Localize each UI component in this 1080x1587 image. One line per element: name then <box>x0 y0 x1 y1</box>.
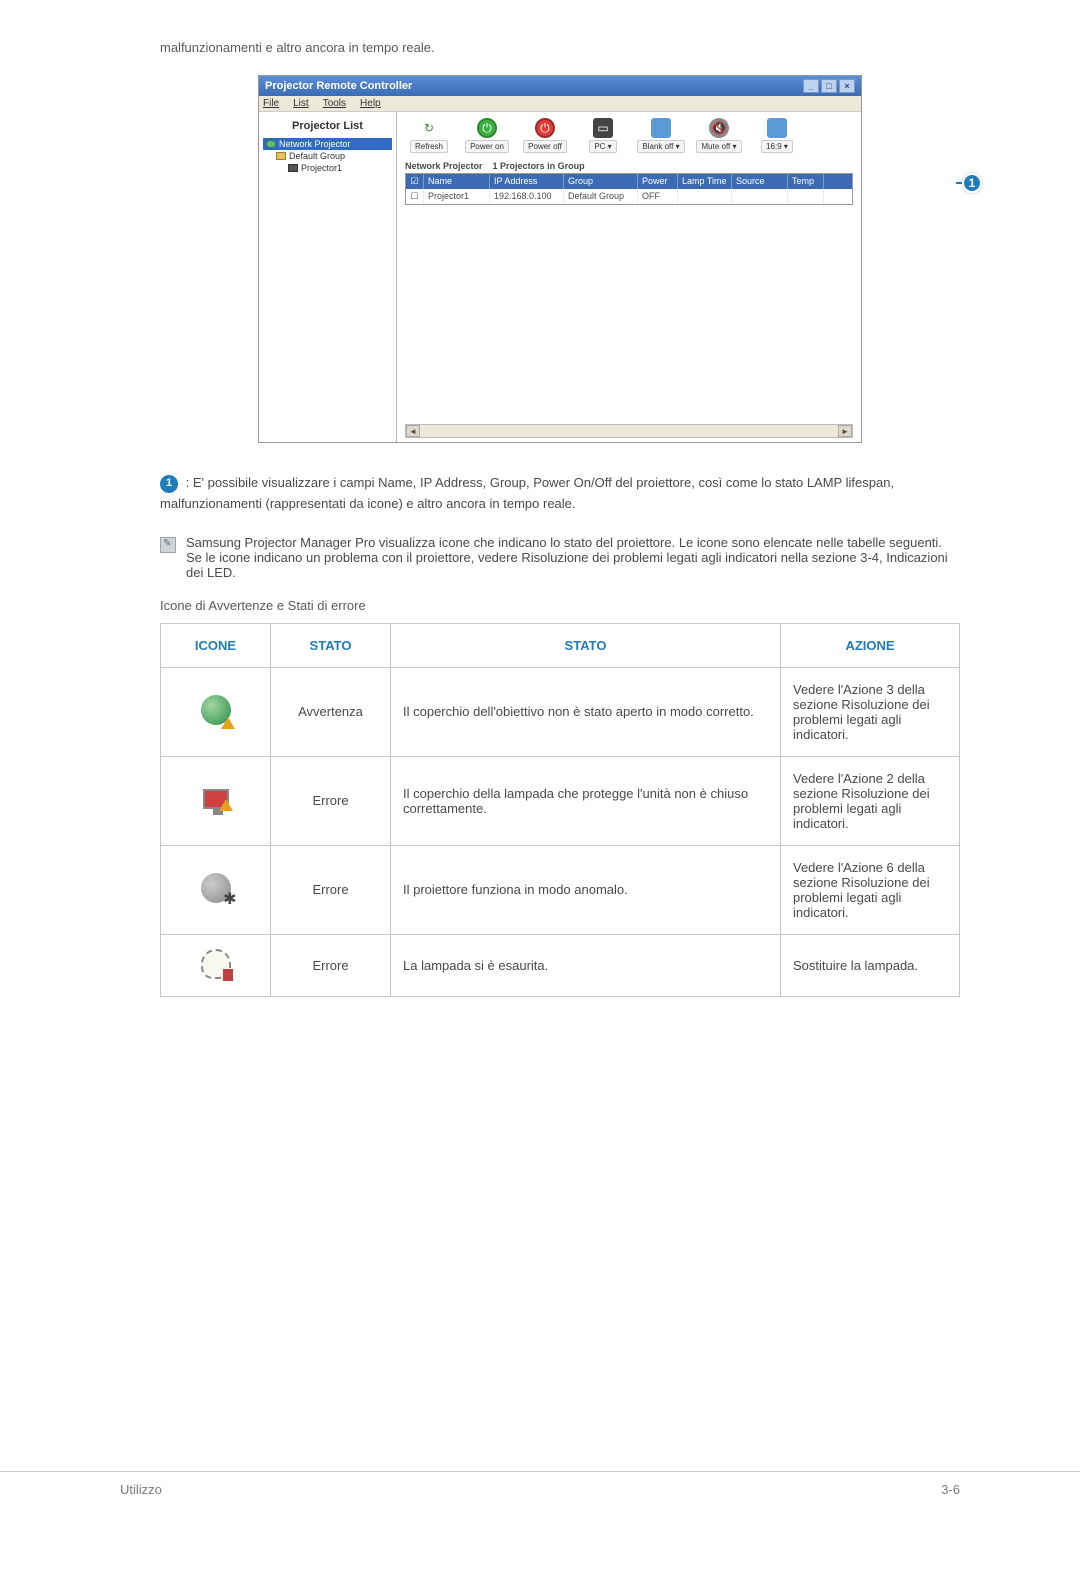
table-header: ☑ Name IP Address Group Power Lamp Time … <box>406 174 852 189</box>
callout-description: 1 : E' possibile visualizzare i campi Na… <box>160 473 960 515</box>
action-cell: Vedere l'Azione 6 della sezione Risoluzi… <box>781 845 960 934</box>
error-gear-icon <box>201 873 231 903</box>
window-controls: _ □ × <box>803 79 855 93</box>
action-cell: Sostituire la lampada. <box>781 934 960 996</box>
header-temp: Temp <box>788 174 824 189</box>
folder-icon <box>276 152 286 160</box>
row-ip: 192.168.0.100 <box>490 189 564 204</box>
pc-icon: ▭ <box>593 118 613 138</box>
warning-globe-icon <box>201 695 231 725</box>
app-window: Projector Remote Controller _ □ × File L… <box>258 75 862 443</box>
table-row: Errore Il coperchio della lampada che pr… <box>161 756 960 845</box>
stato-cell: Errore <box>271 756 391 845</box>
header-power: Power <box>638 174 678 189</box>
table-caption: Network Projector 1 Projectors in Group <box>405 159 853 173</box>
desc-cell: La lampada si è esaurita. <box>391 934 781 996</box>
blank-button[interactable]: Blank off ▾ <box>637 118 685 153</box>
table-row[interactable]: ☐ Projector1 192.168.0.100 Default Group… <box>406 189 852 204</box>
inline-badge-1: 1 <box>160 475 178 493</box>
action-cell: Vedere l'Azione 3 della sezione Risoluzi… <box>781 667 960 756</box>
titlebar: Projector Remote Controller _ □ × <box>259 76 861 96</box>
network-icon <box>266 140 276 148</box>
header-lamp: Lamp Time <box>678 174 732 189</box>
toolbar: ↻Refresh ⏻Power on ⏻Power off ▭PC ▾ Blan… <box>405 118 853 153</box>
th-stato2: STATO <box>391 623 781 667</box>
tree-root[interactable]: Network Projector <box>263 138 392 150</box>
table-row: Errore La lampada si è esaurita. Sostitu… <box>161 934 960 996</box>
error-bulb-icon <box>201 949 231 979</box>
header-source: Source <box>732 174 788 189</box>
refresh-button[interactable]: ↻Refresh <box>405 118 453 153</box>
table-title: Icone di Avvertenze e Stati di errore <box>160 598 960 613</box>
mute-icon: 🔇 <box>709 118 729 138</box>
horizontal-scrollbar[interactable]: ◄ ► <box>405 424 853 438</box>
sidebar-title: Projector List <box>263 116 392 138</box>
row-lamp <box>678 189 732 204</box>
pc-button[interactable]: ▭PC ▾ <box>579 118 627 153</box>
row-group: Default Group <box>564 189 638 204</box>
sidebar: Projector List Network Projector Default… <box>259 112 397 442</box>
action-cell: Vedere l'Azione 2 della sezione Risoluzi… <box>781 756 960 845</box>
callout-badge-1: 1 <box>962 173 982 193</box>
row-temp <box>788 189 824 204</box>
intro-text: malfunzionamenti e altro ancora in tempo… <box>160 40 960 55</box>
menu-tools[interactable]: Tools <box>323 98 346 109</box>
screenshot: Projector Remote Controller _ □ × File L… <box>160 75 960 443</box>
status-table: ICONE STATO STATO AZIONE Avvertenza Il c… <box>160 623 960 997</box>
footer-right: 3-6 <box>941 1482 960 1497</box>
stato-cell: Errore <box>271 934 391 996</box>
desc-cell: Il coperchio dell'obiettivo non è stato … <box>391 667 781 756</box>
blank-icon <box>651 118 671 138</box>
maximize-button[interactable]: □ <box>821 79 837 93</box>
stato-cell: Avvertenza <box>271 667 391 756</box>
note-icon <box>160 537 176 553</box>
refresh-icon: ↻ <box>419 118 439 138</box>
scroll-right-icon[interactable]: ► <box>838 425 852 437</box>
menu-file[interactable]: File <box>263 98 279 109</box>
table-row: Avvertenza Il coperchio dell'obiettivo n… <box>161 667 960 756</box>
ratio-button[interactable]: 16:9 ▾ <box>753 118 801 153</box>
header-group: Group <box>564 174 638 189</box>
minimize-button[interactable]: _ <box>803 79 819 93</box>
menu-help[interactable]: Help <box>360 98 381 109</box>
row-name: Projector1 <box>424 189 490 204</box>
error-screen-icon <box>203 789 229 809</box>
table-row: Errore Il proiettore funziona in modo an… <box>161 845 960 934</box>
th-icone: ICONE <box>161 623 271 667</box>
menu-list[interactable]: List <box>293 98 309 109</box>
main-panel: ↻Refresh ⏻Power on ⏻Power off ▭PC ▾ Blan… <box>397 112 861 442</box>
projector-table: ☑ Name IP Address Group Power Lamp Time … <box>405 173 853 205</box>
projector-icon <box>288 164 298 172</box>
header-ip: IP Address <box>490 174 564 189</box>
power-off-button[interactable]: ⏻Power off <box>521 118 569 153</box>
header-name: Name <box>424 174 490 189</box>
page-footer: Utilizzo 3-6 <box>0 1471 1080 1507</box>
scroll-left-icon[interactable]: ◄ <box>406 425 420 437</box>
footer-left: Utilizzo <box>120 1482 162 1497</box>
ratio-icon <box>767 118 787 138</box>
note-block: Samsung Projector Manager Pro visualizza… <box>160 535 960 580</box>
row-source <box>732 189 788 204</box>
power-on-button[interactable]: ⏻Power on <box>463 118 511 153</box>
stato-cell: Errore <box>271 845 391 934</box>
row-power: OFF <box>638 189 678 204</box>
tree-item[interactable]: Projector1 <box>285 162 392 174</box>
power-on-icon: ⏻ <box>477 118 497 138</box>
header-checkbox[interactable]: ☑ <box>406 174 424 189</box>
row-checkbox[interactable]: ☐ <box>406 189 424 204</box>
th-azione: AZIONE <box>781 623 960 667</box>
close-button[interactable]: × <box>839 79 855 93</box>
window-title: Projector Remote Controller <box>265 80 412 92</box>
desc-cell: Il proiettore funziona in modo anomalo. <box>391 845 781 934</box>
tree-group[interactable]: Default Group <box>273 150 392 162</box>
power-off-icon: ⏻ <box>535 118 555 138</box>
mute-button[interactable]: 🔇Mute off ▾ <box>695 118 743 153</box>
note-text: Samsung Projector Manager Pro visualizza… <box>186 535 960 580</box>
menubar: File List Tools Help <box>259 96 861 112</box>
desc-cell: Il coperchio della lampada che protegge … <box>391 756 781 845</box>
th-stato: STATO <box>271 623 391 667</box>
